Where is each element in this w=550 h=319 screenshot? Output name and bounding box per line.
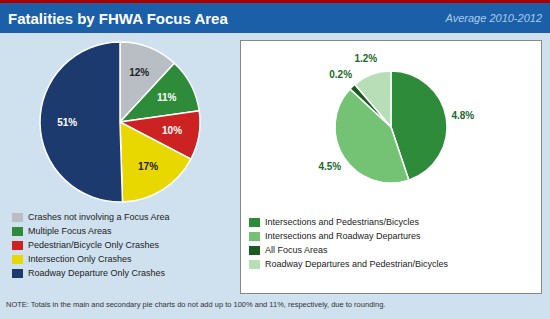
html-text:Intersections and Roadway Depa: Intersections and Roadway Departures <box>265 231 421 241</box>
svg-text:11%: 11% <box>157 92 177 103</box>
html-text:Roadway Departures and Pedestr: Roadway Departures and Pedestrian/Bicycl… <box>265 259 449 269</box>
html-text:NOTE: Totals in the main and s: NOTE: Totals in the main and secondary p… <box>6 300 386 309</box>
svg-text:12%: 12% <box>129 67 149 78</box>
svg-text:4.8%: 4.8% <box>451 110 474 121</box>
html-text:Intersection Only Crashes: Intersection Only Crashes <box>28 254 132 264</box>
svg-text:1.2%: 1.2% <box>354 53 377 64</box>
html-text:Pedestrian/Bicycle Only Crashe: Pedestrian/Bicycle Only Crashes <box>28 240 160 250</box>
svg-text:0.2%: 0.2% <box>329 69 352 80</box>
html-text:Crashes not involving a Focus: Crashes not involving a Focus Area <box>28 212 170 222</box>
html-text:Multiple Focus Areas: Multiple Focus Areas <box>28 226 112 236</box>
html-text:All Focus Areas: All Focus Areas <box>265 245 328 255</box>
html-text:Roadway Departure Only Crashes: Roadway Departure Only Crashes <box>28 268 166 278</box>
html-text:Intersections and Pedestrians/: Intersections and Pedestrians/Bicycles <box>265 217 420 227</box>
html-text:Fatalities by FHWA Focus Area: Fatalities by FHWA Focus Area <box>8 9 228 27</box>
svg-text:17%: 17% <box>138 161 158 172</box>
svg-text:4.5%: 4.5% <box>318 161 341 172</box>
svg-text:51%: 51% <box>57 117 77 128</box>
svg-text:10%: 10% <box>162 125 182 136</box>
html-text:Average 2010-2012: Average 2010-2012 <box>445 12 542 24</box>
